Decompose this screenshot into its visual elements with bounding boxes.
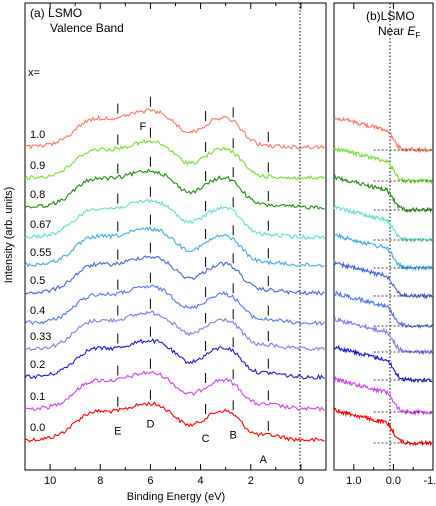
edge-line-0.67 xyxy=(333,205,433,244)
concentration-header: x= xyxy=(28,67,40,79)
panel-a-ticks: 10 8 6 4 2 0 xyxy=(44,3,327,487)
edge-line-0.33 xyxy=(333,316,433,356)
concentration-label: 0.0 xyxy=(30,422,45,434)
panel-a-feature-labels: A B C D E F xyxy=(114,121,267,466)
concentration-label: 0.4 xyxy=(30,305,45,317)
edge-line-0.1 xyxy=(333,375,433,416)
panel-b-frame xyxy=(333,2,434,471)
series-line-0.55 xyxy=(24,225,325,268)
series-line-0.0 xyxy=(24,401,325,443)
concentration-label: 1.0 xyxy=(30,129,45,141)
feature-label: E xyxy=(114,426,121,438)
edge-line-0.2 xyxy=(333,344,433,384)
x-tick-label: 2 xyxy=(248,475,254,487)
series-line-0.8 xyxy=(24,168,325,210)
feature-label: D xyxy=(146,419,154,431)
y-axis-title: Intensity (arb. units) xyxy=(3,187,15,284)
edge-line-0.0 xyxy=(333,407,433,447)
feature-label: A xyxy=(260,454,268,466)
panel-a-concentration-labels: 0.0 0.1 0.2 0.33 0.4 0.5 0.55 0.67 0.8 0.9 1.0 xyxy=(30,129,51,434)
concentration-label: 0.67 xyxy=(30,219,51,231)
concentration-label: 0.5 xyxy=(30,275,45,287)
feature-label: F xyxy=(140,121,147,133)
edge-line-0.5 xyxy=(333,260,433,300)
edge-line-0.55 xyxy=(333,232,433,272)
x-tick-label: 0 xyxy=(298,475,304,487)
concentration-label: 0.55 xyxy=(30,247,51,259)
edge-line-0.9 xyxy=(333,146,433,186)
concentration-label: 0.8 xyxy=(30,189,45,201)
x-tick-label: 6 xyxy=(147,475,153,487)
panel-a-peak-markers xyxy=(117,96,269,432)
panel-b-ticks: 1.0 0.0 -1.0 xyxy=(333,3,436,487)
concentration-label: 0.9 xyxy=(30,160,45,172)
edge-line-1.0 xyxy=(333,116,433,154)
concentration-label: 0.33 xyxy=(30,331,51,343)
series-line-0.1 xyxy=(24,370,325,413)
panel-a-subtitle: Valence Band xyxy=(50,21,124,35)
x-tick-label: 8 xyxy=(97,475,103,487)
x-tick-label: -1.0 xyxy=(424,475,436,487)
series-line-1.0 xyxy=(24,108,325,150)
edge-line-0.8 xyxy=(333,173,433,214)
concentration-label: 0.2 xyxy=(30,359,45,371)
series-line-0.67 xyxy=(24,199,326,240)
panel-a-label: (a) LSMO xyxy=(30,6,82,20)
series-line-0.9 xyxy=(24,139,325,181)
x-axis-title: Binding Energy (eV) xyxy=(127,491,225,503)
x-tick-label: 0.0 xyxy=(386,475,401,487)
feature-label: C xyxy=(202,433,210,445)
series-line-0.4 xyxy=(24,284,325,326)
series-line-0.33 xyxy=(24,310,325,352)
panel-a-curves xyxy=(24,108,326,443)
series-line-0.2 xyxy=(24,337,325,381)
series-line-0.5 xyxy=(24,255,325,296)
feature-label: B xyxy=(230,429,237,441)
concentration-label: 0.1 xyxy=(30,391,45,403)
x-tick-label: 10 xyxy=(44,475,56,487)
x-tick-label: 4 xyxy=(198,475,204,487)
edge-line-0.4 xyxy=(333,290,433,330)
x-tick-label: 1.0 xyxy=(346,475,361,487)
panel-b-curves xyxy=(333,116,433,447)
panel-b-label: (b)LSMO xyxy=(366,9,415,23)
panel-b-subtitle: Near EF xyxy=(378,24,420,40)
